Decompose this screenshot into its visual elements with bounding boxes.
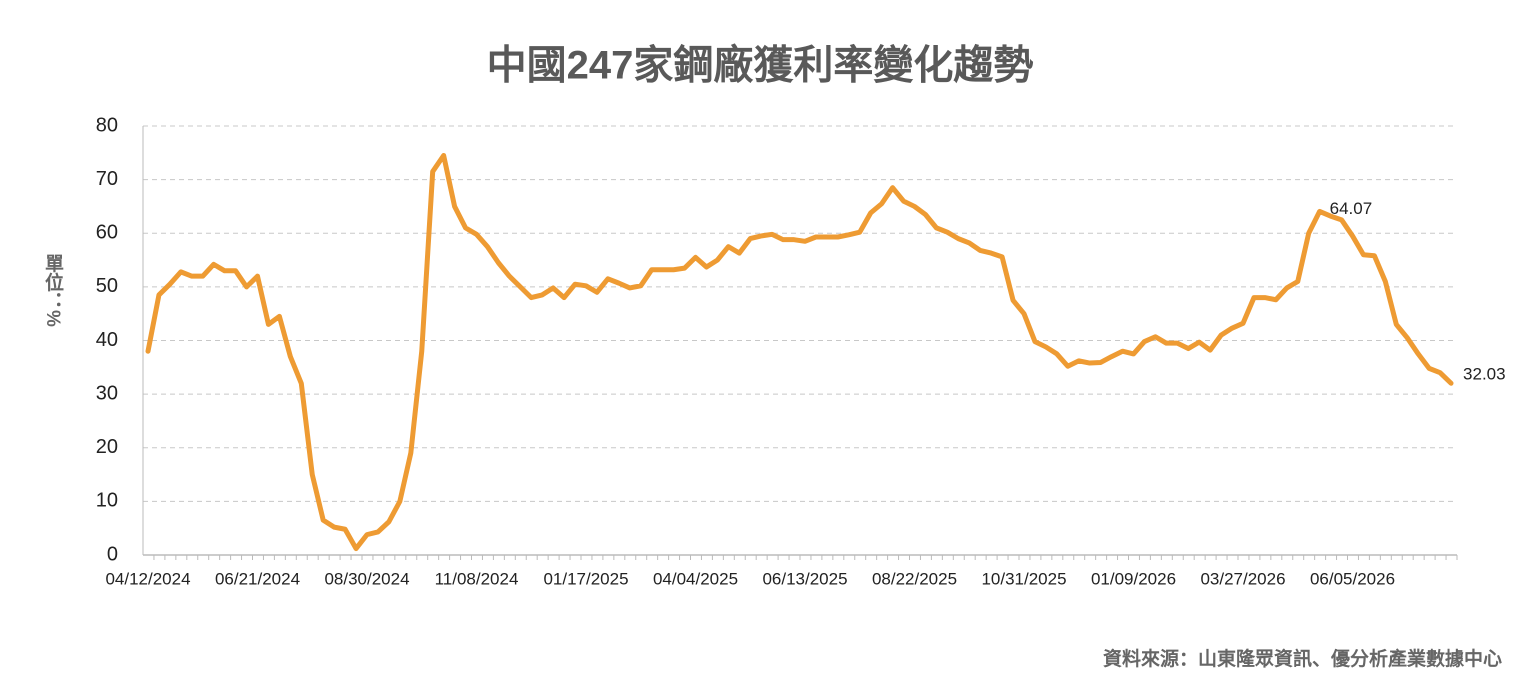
- y-tick-label: 40: [96, 329, 118, 351]
- y-tick-label: 20: [96, 436, 118, 458]
- y-tick-label: 60: [96, 222, 118, 244]
- line-series: [145, 152, 1454, 552]
- source-note: 資料來源：山東隆眾資訊、優分析產業數據中心: [1103, 647, 1502, 670]
- y-tick-label: 70: [96, 168, 118, 190]
- x-tick-label: 11/08/2024: [435, 569, 519, 588]
- x-tick-label: 04/04/2025: [653, 569, 738, 588]
- y-tick-label: 0: [107, 543, 118, 565]
- x-tick-label: 01/09/2026: [1091, 569, 1176, 588]
- y-tick-label: 30: [96, 382, 118, 404]
- x-tick-label: 01/17/2025: [543, 569, 628, 588]
- x-tick-label: 06/13/2025: [762, 569, 847, 588]
- x-tick-label: 08/30/2024: [324, 569, 409, 588]
- x-tick-label: 04/12/2024: [105, 569, 190, 588]
- chart-title: 中國247家鋼廠獲利率變化趨勢: [487, 43, 1034, 88]
- x-tick-label: 10/31/2025: [981, 569, 1066, 588]
- y-tick-label: 10: [96, 490, 118, 512]
- x-tick-label: 06/21/2024: [215, 569, 300, 588]
- y-axis-label: 單位：%: [42, 253, 64, 327]
- x-tick-label: 03/27/2026: [1200, 569, 1285, 588]
- x-tick-label: 08/22/2025: [872, 569, 957, 588]
- data-label: 32.03: [1463, 365, 1506, 384]
- y-tick-label: 80: [96, 114, 118, 136]
- x-tick-label: 06/05/2026: [1310, 569, 1395, 588]
- y-tick-label: 50: [96, 275, 118, 297]
- data-label: 64.07: [1330, 199, 1373, 218]
